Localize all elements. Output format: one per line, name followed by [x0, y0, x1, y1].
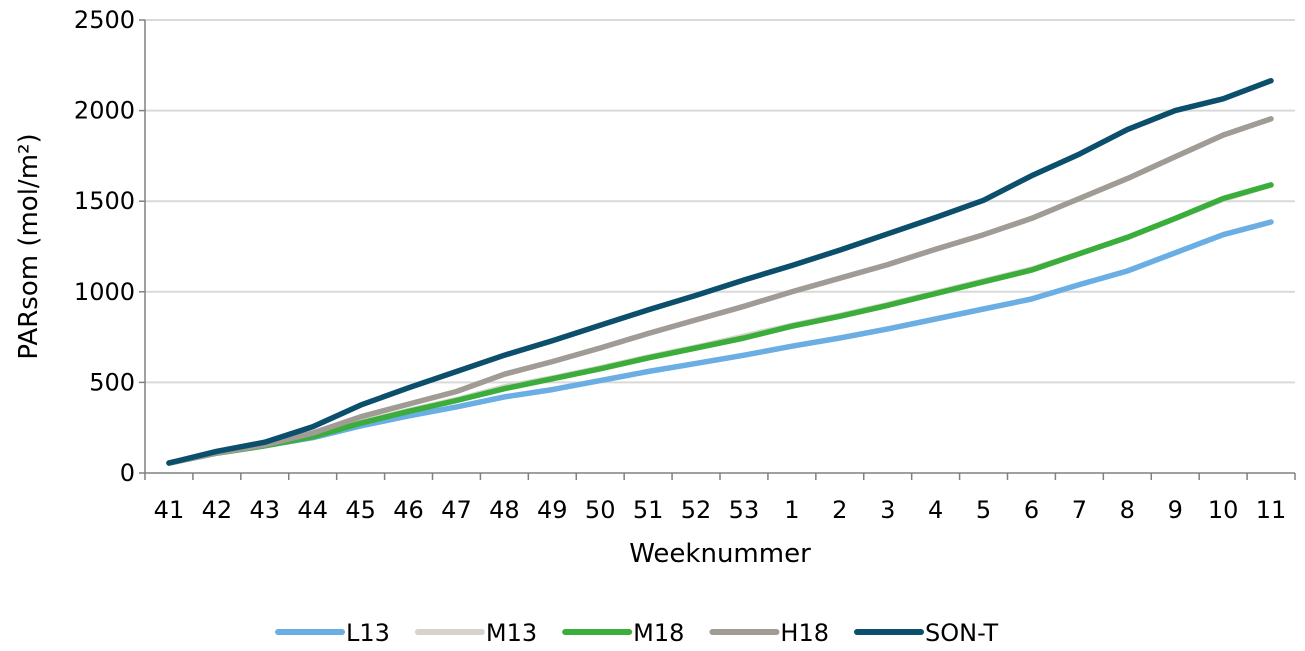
- x-tick-labels: 41 42 43 44 45 46 47 48 49 50 51 52 53 1 2 3 4 5 6 7 8 9 10 11: [154, 496, 1287, 524]
- x-tick-label: 6: [1024, 496, 1039, 524]
- series-lines: [166, 77, 1274, 466]
- x-tick-label: 46: [393, 496, 424, 524]
- x-tick-label: 50: [585, 496, 616, 524]
- x-tick-label: 51: [633, 496, 664, 524]
- y-tick-label: 2500: [74, 6, 135, 34]
- x-tick-label: 48: [489, 496, 520, 524]
- x-tick-label: 1: [784, 496, 799, 524]
- x-tick-label: 44: [297, 496, 328, 524]
- legend-item-m18: M18: [562, 619, 684, 647]
- y-tick-label: 500: [89, 368, 135, 396]
- legend-label: M18: [633, 619, 684, 647]
- y-tick-label: 2000: [74, 97, 135, 125]
- x-tick-label: 42: [202, 496, 233, 524]
- legend-item-m13: M13: [414, 619, 537, 647]
- series-line-m18: [166, 182, 1274, 466]
- x-tick-label: 53: [729, 496, 760, 524]
- x-tick-label: 3: [880, 496, 895, 524]
- x-tick-label: 49: [537, 496, 568, 524]
- legend-item-h18: H18: [709, 619, 829, 647]
- x-tick-label: 45: [345, 496, 376, 524]
- x-axis-title: Weeknummer: [629, 539, 811, 569]
- y-axis-title: PARsom (mol/m²): [14, 133, 44, 359]
- x-tick-label: 43: [250, 496, 281, 524]
- x-tick-label: 52: [681, 496, 712, 524]
- y-tick-labels: 0 500 1000 1500 2000 2500: [74, 6, 135, 487]
- x-tick-label: 47: [441, 496, 472, 524]
- y-tick-label: 0: [120, 459, 135, 487]
- x-tick-label: 8: [1120, 496, 1135, 524]
- x-tick-label: 10: [1208, 496, 1239, 524]
- x-tick-label: 41: [154, 496, 185, 524]
- x-tick-label: 5: [976, 496, 991, 524]
- series-line-son-t: [166, 77, 1274, 466]
- legend-item-son-t: SON-T: [854, 619, 999, 647]
- x-tick-label: 4: [928, 496, 943, 524]
- grid-lines: [145, 19, 1295, 384]
- x-tick-label: 7: [1072, 496, 1087, 524]
- x-tick-label: 2: [832, 496, 847, 524]
- x-tick-label: 11: [1256, 496, 1287, 524]
- series-line-m13: [166, 182, 1274, 466]
- axes: [139, 19, 1296, 480]
- x-tick-label: 9: [1168, 496, 1183, 524]
- legend-item-l13: L13: [275, 619, 390, 647]
- legend-label: SON-T: [925, 619, 999, 647]
- legend-label: H18: [780, 619, 829, 647]
- y-tick-label: 1000: [74, 278, 135, 306]
- legend-label: M13: [486, 619, 537, 647]
- legend: L13 M13 M18 H18 SON-T: [275, 619, 999, 647]
- series-line-h18: [166, 116, 1274, 466]
- y-tick-label: 1500: [74, 187, 135, 215]
- legend-label: L13: [346, 619, 390, 647]
